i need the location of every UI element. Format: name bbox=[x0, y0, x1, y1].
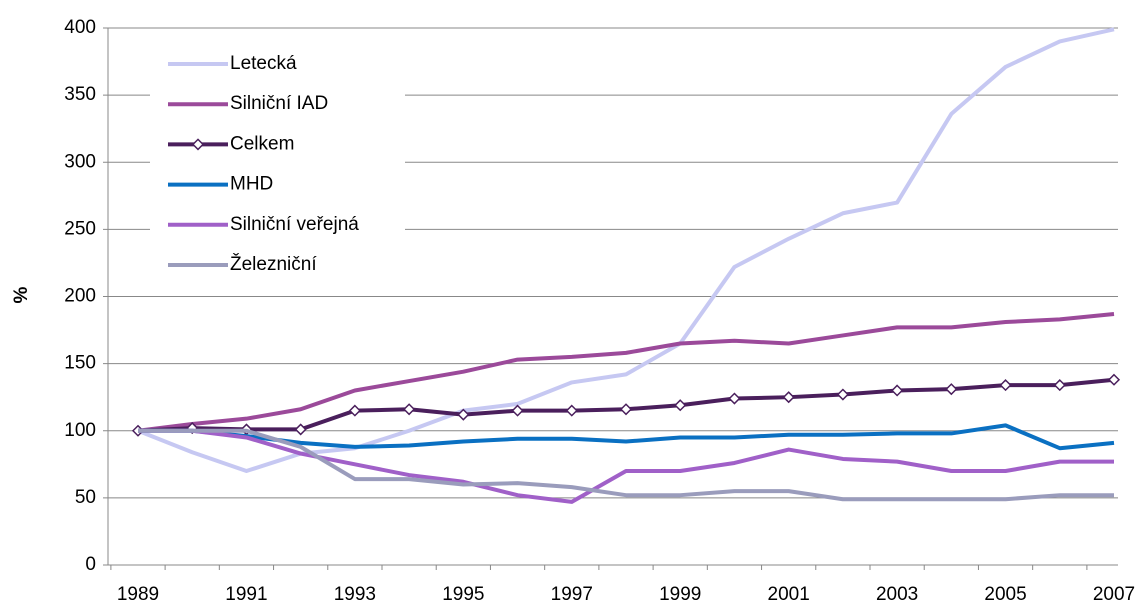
marker bbox=[1053, 379, 1066, 392]
y-tick-label: 200 bbox=[64, 286, 96, 307]
marker bbox=[728, 392, 741, 405]
x-tick-label: 2003 bbox=[876, 584, 918, 605]
x-tick-label: 1991 bbox=[225, 584, 267, 605]
marker bbox=[403, 403, 416, 416]
marker bbox=[294, 423, 307, 436]
x-tick-label: 1989 bbox=[117, 584, 159, 605]
marker bbox=[457, 408, 470, 421]
series-line bbox=[138, 423, 1115, 451]
y-axis-label: % bbox=[11, 286, 32, 303]
marker bbox=[619, 403, 633, 416]
marker bbox=[511, 404, 524, 417]
legend-box bbox=[150, 44, 405, 284]
series-line bbox=[138, 428, 1114, 504]
marker bbox=[565, 404, 578, 417]
legend-label: Letecká bbox=[230, 53, 297, 74]
y-tick-label: 100 bbox=[64, 420, 96, 441]
x-tick-label: 1999 bbox=[659, 584, 701, 605]
x-tick-label: 2001 bbox=[768, 584, 810, 605]
marker bbox=[348, 404, 361, 417]
legend-label: Železniční bbox=[230, 253, 317, 275]
series-line bbox=[137, 311, 1115, 433]
legend: Letecká Silniční IAD Celkem MHD Silniční veř… bbox=[150, 44, 405, 284]
marker bbox=[945, 383, 958, 396]
y-tick-label: 0 bbox=[85, 554, 96, 575]
x-tick-label: 1993 bbox=[334, 584, 376, 605]
marker bbox=[999, 379, 1012, 392]
y-tick-label: 150 bbox=[64, 353, 96, 374]
marker bbox=[836, 388, 849, 401]
legend-label: Silniční IAD bbox=[230, 93, 328, 114]
legend-label: Silniční veřejná bbox=[230, 214, 359, 235]
y-tick-label: 250 bbox=[64, 218, 96, 239]
marker bbox=[674, 399, 687, 412]
x-tick-label: 2005 bbox=[984, 584, 1026, 605]
y-tick-label: 400 bbox=[64, 17, 96, 38]
series-line bbox=[138, 428, 1114, 502]
x-tick-label: 1995 bbox=[442, 584, 484, 605]
marker bbox=[1107, 373, 1121, 386]
x-tick-label: 2007 bbox=[1093, 584, 1135, 605]
y-tick-label: 50 bbox=[75, 487, 96, 508]
y-tick-label: 350 bbox=[64, 84, 96, 105]
y-tick-label: 300 bbox=[64, 151, 96, 172]
x-tick-label: 1997 bbox=[551, 584, 593, 605]
marker bbox=[782, 391, 795, 404]
legend-label: Celkem bbox=[230, 133, 294, 154]
marker bbox=[191, 138, 205, 151]
marker bbox=[891, 384, 904, 397]
legend-label: MHD bbox=[230, 174, 273, 195]
